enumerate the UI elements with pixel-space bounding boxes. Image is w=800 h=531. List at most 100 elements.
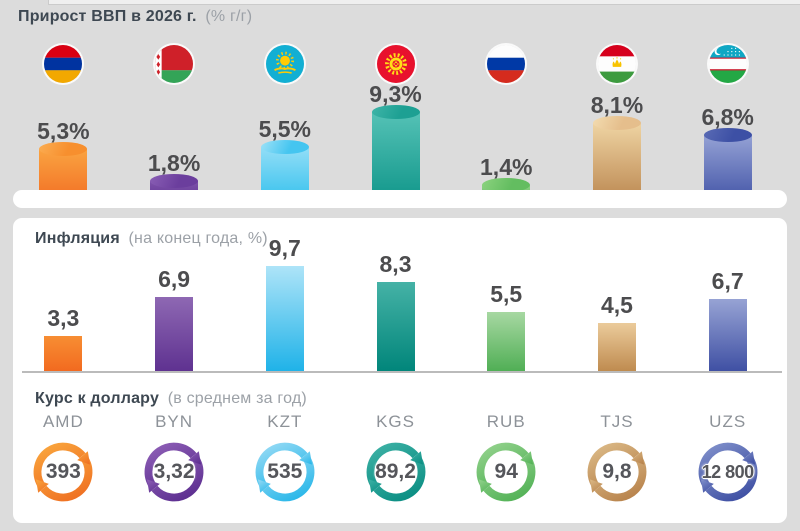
fx-rate-row: AMD 393 BYN 3,32 KZT 535 KGS 89,2 RUB 94 TJS 9,8 UZS… xyxy=(8,412,783,507)
fx-rate-icon: 535 xyxy=(250,437,320,507)
flag-column-kazakhstan xyxy=(229,43,340,83)
uzbekistan-flag-icon xyxy=(708,45,747,83)
currency-code-label: UZS xyxy=(709,412,747,431)
inflation-value-label: 5,5 xyxy=(490,281,523,307)
cylinder-top-ellipse xyxy=(703,128,752,142)
inflation-bar xyxy=(44,336,83,372)
fx-rate-icon: 9,8 xyxy=(582,437,652,507)
currency-code-label: KGS xyxy=(376,412,415,431)
inflation-column: 4,5 xyxy=(562,292,673,372)
fx-column: RUB 94 xyxy=(451,412,562,507)
fx-title-subtitle: (в среднем за год) xyxy=(167,390,307,407)
exchange-arrows-icon xyxy=(144,442,204,502)
flag-column-tajikistan xyxy=(562,43,673,83)
exchange-arrows-icon xyxy=(255,442,315,502)
gdp-column: 9,3% xyxy=(340,81,451,206)
fx-rate-icon: 94 xyxy=(471,437,541,507)
currency-code-label: KZT xyxy=(267,412,303,431)
inflation-column: 6,7 xyxy=(672,268,783,372)
fx-column: TJS 9,8 xyxy=(562,412,673,507)
inflation-bar xyxy=(376,282,415,372)
inflation-axis-baseline xyxy=(22,371,782,373)
currency-code-label: TJS xyxy=(600,412,634,431)
cylinder-top-ellipse xyxy=(592,116,641,130)
cylinder-top-ellipse xyxy=(150,174,199,188)
flag-column-uzbekistan xyxy=(672,43,783,83)
inflation-value-label: 4,5 xyxy=(600,292,633,318)
kyrgyzstan-flag-icon xyxy=(376,45,415,83)
flag-column-kyrgyzstan xyxy=(340,43,451,83)
inflation-bar xyxy=(708,299,747,372)
exchange-arrows-icon xyxy=(698,442,758,502)
cylinder-platform xyxy=(13,190,787,208)
inflation-title-subtitle: (на конец года, %) xyxy=(128,230,268,247)
inflation-column: 6,9 xyxy=(119,266,230,372)
inflation-bar xyxy=(265,266,304,372)
exchange-arrows-icon xyxy=(587,442,647,502)
fx-rate-icon: 3,32 xyxy=(139,437,209,507)
exchange-arrows-icon xyxy=(33,442,93,502)
previous-card-edge xyxy=(48,0,800,5)
flag-column-armenia xyxy=(8,43,119,83)
exchange-arrows-icon xyxy=(476,442,536,502)
russia-flag-icon xyxy=(487,45,526,83)
inflation-section-title: Инфляция (на конец года, %) xyxy=(35,230,268,248)
gdp-value-label: 5,3% xyxy=(37,118,90,144)
fx-rate-icon: 393 xyxy=(28,437,98,507)
gdp-value-label: 1,8% xyxy=(147,150,201,176)
fx-rate-icon: 12 800 xyxy=(693,437,763,507)
gdp-value-label: 5,5% xyxy=(258,116,312,142)
inflation-column: 3,3 xyxy=(8,305,119,372)
fx-rate-value: 3,32 xyxy=(153,460,195,483)
inflation-title-text: Инфляция xyxy=(35,230,120,247)
gdp-cylinder-row: 5,3% 1,8% 5,5% 9,3% 1,4% 8,1% 6,8% xyxy=(8,78,783,206)
fx-column: AMD 393 xyxy=(8,412,119,507)
fx-rate-value: 393 xyxy=(45,460,81,483)
currency-code-label: BYN xyxy=(155,412,194,431)
fx-column: UZS 12 800 xyxy=(672,412,783,507)
fx-section-title: Курс к доллару (в среднем за год) xyxy=(35,390,307,408)
lower-card: Инфляция (на конец года, %) 3,3 6,9 9,7 8,3… xyxy=(13,218,787,523)
fx-rate-value: 94 xyxy=(494,460,518,483)
inflation-value-label: 9,7 xyxy=(268,235,301,261)
cylinder-top-ellipse xyxy=(260,140,309,154)
fx-title-text: Курс к доллару xyxy=(35,390,160,407)
fx-column: BYN 3,32 xyxy=(119,412,230,507)
fx-rate-icon: 89,2 xyxy=(361,437,431,507)
inflation-value-label: 6,7 xyxy=(711,268,744,294)
gdp-title-subtitle: (% г/г) xyxy=(205,8,253,25)
fx-rate-value: 9,8 xyxy=(602,460,632,483)
currency-code-label: RUB xyxy=(486,412,526,431)
gdp-value-label: 9,3% xyxy=(369,81,422,107)
cylinder-top-ellipse xyxy=(482,178,531,192)
cylinder-top-ellipse xyxy=(371,105,420,119)
flag-column-belarus xyxy=(119,43,230,83)
fx-column: KGS 89,2 xyxy=(340,412,451,507)
armenia-flag-icon xyxy=(44,45,83,83)
flags-row xyxy=(8,43,783,83)
inflation-value-label: 8,3 xyxy=(379,251,412,277)
tajikistan-flag-icon xyxy=(597,45,636,83)
gdp-value-label: 1,4% xyxy=(480,154,533,180)
gdp-value-label: 8,1% xyxy=(590,92,644,118)
inflation-column: 8,3 xyxy=(340,251,451,372)
fx-rate-value: 12 800 xyxy=(701,461,755,482)
inflation-bar xyxy=(155,297,194,372)
inflation-value-label: 3,3 xyxy=(47,305,80,331)
kazakhstan-flag-icon xyxy=(265,45,304,83)
gdp-value-label: 6,8% xyxy=(701,104,754,130)
inflation-bar xyxy=(597,323,636,372)
gdp-section-title: Прирост ВВП в 2026 г. (% г/г) xyxy=(18,8,252,26)
fx-rate-value: 535 xyxy=(267,460,303,483)
inflation-bar xyxy=(487,312,526,372)
fx-rate-value: 89,2 xyxy=(375,460,416,483)
inflation-column: 9,7 xyxy=(229,235,340,372)
cylinder-top-ellipse xyxy=(39,142,88,156)
belarus-flag-icon xyxy=(155,45,194,83)
fx-column: KZT 535 xyxy=(229,412,340,507)
flag-column-russia xyxy=(451,43,562,83)
gdp-title-text: Прирост ВВП в 2026 г. xyxy=(18,8,197,25)
inflation-bar-row: 3,3 6,9 9,7 8,3 5,5 4,5 6,7 xyxy=(8,235,783,372)
inflation-column: 5,5 xyxy=(451,281,562,372)
inflation-value-label: 6,9 xyxy=(158,266,191,292)
